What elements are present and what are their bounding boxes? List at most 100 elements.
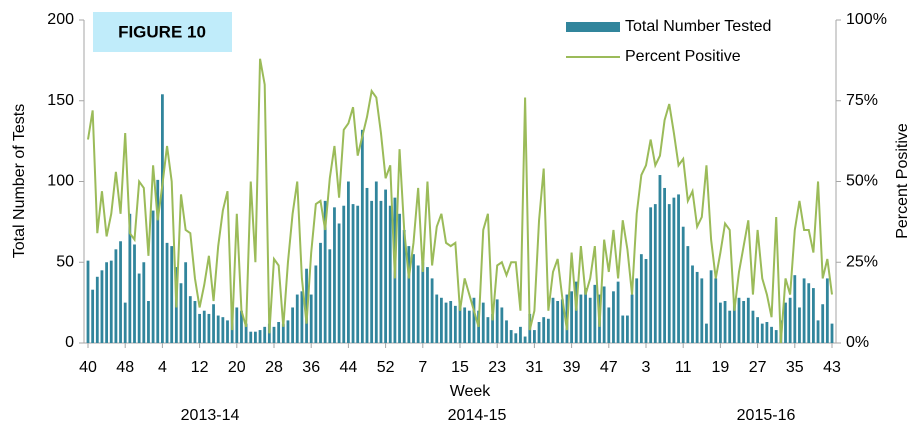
y-tick-label: 0 [65,334,74,351]
bar [398,213,401,343]
bar [765,322,769,343]
x-tick-label: 23 [488,359,506,376]
bar [240,310,243,343]
bar [249,331,253,343]
bar [449,301,453,343]
bar [695,271,699,343]
bar [691,265,694,343]
bar [649,207,653,343]
bar [412,254,415,343]
bar [714,278,718,343]
bar [379,200,383,343]
bar [635,278,639,343]
bar [505,320,508,343]
bar [147,301,150,343]
x-tick-label: 31 [526,359,544,376]
bar [802,278,806,343]
x-tick-label: 52 [377,359,395,376]
bar [337,223,341,343]
bar [509,330,513,343]
bar [821,304,825,343]
y2-tick-label: 100% [846,11,887,28]
y2-tick-label: 25% [846,253,878,270]
bar [216,315,220,343]
x-tick-label: 40 [79,359,97,376]
bar [830,323,834,343]
bar [626,315,629,343]
bar [700,278,704,343]
bar [481,302,485,343]
bar [556,301,560,343]
bar [746,297,750,343]
bar [705,323,708,343]
bar [137,273,141,343]
bar [537,322,541,343]
bar [407,246,411,343]
bar [351,204,355,343]
bar [281,323,285,343]
bar [365,187,369,343]
bar [319,242,322,343]
bar [133,244,136,343]
bar [588,297,592,343]
figure-box [93,12,232,52]
x-tick-label: 7 [418,359,427,376]
bar [291,307,294,343]
bar [202,310,206,343]
bar [798,307,801,343]
season-label: 2013-14 [181,407,240,424]
bar [430,278,434,343]
x-tick-label: 11 [675,359,692,376]
bar [737,297,741,343]
bar [602,286,606,343]
bar [244,323,248,343]
bar [719,302,722,343]
bar [333,207,336,343]
bar [356,205,360,343]
x-tick-label: 12 [191,359,209,376]
bar [816,320,820,343]
x-tick-label: 15 [451,359,469,376]
bar [207,313,211,343]
x-tick-label: 20 [228,359,246,376]
bar [114,249,118,343]
bar [188,296,192,343]
bar [444,302,448,343]
bar [542,317,546,343]
bar [630,294,634,343]
bar [416,265,420,343]
bar [486,317,490,343]
bar [105,262,108,343]
bar [198,313,201,343]
bar [672,197,676,343]
bar [91,289,95,343]
bar [756,317,759,343]
chart-title: FIGURE 10 [118,22,206,41]
legend-label: Percent Positive [625,48,741,65]
bar [728,310,732,343]
bar [374,181,378,343]
bar [193,301,197,343]
bar [221,317,225,343]
bar [514,333,518,343]
bar [388,205,392,343]
bar [491,313,494,343]
y-axis-label: Total Number of Tests [11,104,28,258]
x-tick-label: 39 [563,359,581,376]
bar [142,262,146,343]
bar [258,330,262,343]
bar [328,249,332,343]
bar [458,302,462,343]
x-tick-label: 27 [749,359,767,376]
bar [314,265,318,343]
bar [621,315,625,343]
bar [421,262,425,343]
bar [463,307,467,343]
bar [226,320,229,343]
bar [170,246,174,343]
season-label: 2014-15 [448,407,507,424]
bar [472,297,476,343]
bar [165,242,169,343]
bar [235,307,239,343]
x-tick-label: 44 [340,359,358,376]
